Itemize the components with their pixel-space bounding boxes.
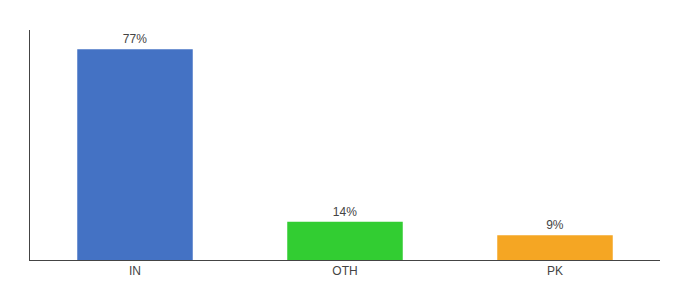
svg-text:14%: 14%: [333, 205, 357, 219]
svg-text:77%: 77%: [123, 32, 147, 46]
svg-text:PK: PK: [547, 264, 563, 278]
svg-text:IN: IN: [129, 264, 141, 278]
svg-text:OTH: OTH: [332, 264, 357, 278]
svg-text:9%: 9%: [546, 218, 564, 232]
